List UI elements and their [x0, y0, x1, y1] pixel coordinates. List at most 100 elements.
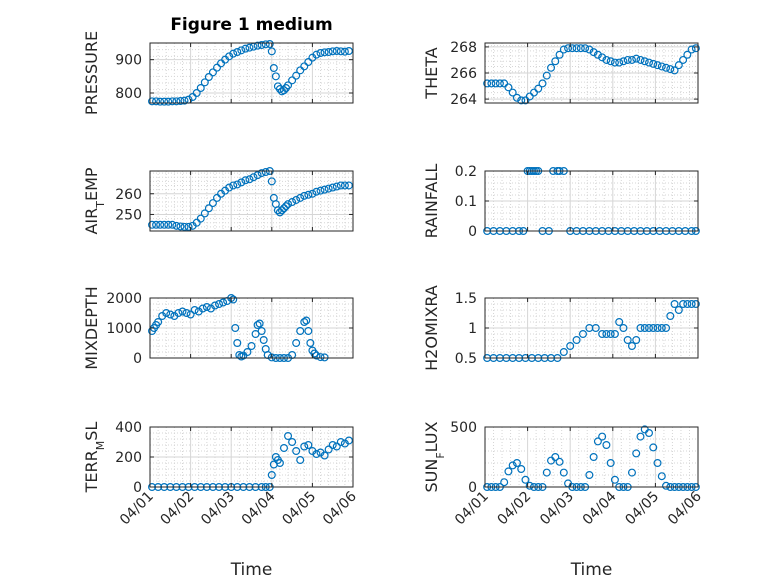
data-point: [267, 177, 276, 186]
data-point: [636, 324, 645, 333]
x-tick-label: 04/02: [495, 489, 535, 529]
data-point: [666, 65, 675, 74]
x-tick-label: 04/06: [665, 488, 705, 528]
data-point: [691, 44, 700, 53]
data-point: [640, 324, 649, 333]
data-point: [215, 300, 224, 309]
y-tick-label: 0.2: [455, 164, 477, 180]
data-point: [156, 220, 165, 229]
data-point: [302, 316, 311, 325]
data-point: [328, 441, 337, 450]
x-tick-label: 04/02: [158, 489, 198, 529]
data-point: [627, 468, 636, 477]
data-point: [649, 443, 658, 452]
data-point: [308, 189, 317, 198]
data-point: [316, 48, 325, 57]
data-point: [632, 449, 641, 458]
y-tick-label: 0: [468, 480, 477, 496]
data-point: [166, 310, 175, 319]
data-point: [184, 222, 193, 231]
data-point: [328, 183, 337, 192]
data-point: [320, 353, 329, 362]
data-point: [606, 459, 615, 468]
data-point: [598, 330, 607, 339]
axes-background: [485, 427, 698, 487]
data-point: [602, 441, 611, 450]
data-point: [487, 79, 496, 88]
data-point: [662, 324, 671, 333]
data-point: [517, 96, 526, 105]
subplot-2: 264 266 268 THETA: [422, 40, 700, 108]
data-point: [619, 57, 628, 66]
data-point: [247, 342, 256, 351]
data-point: [657, 62, 666, 71]
data-point: [495, 79, 504, 88]
data-point: [683, 300, 692, 309]
y-tick-label: 1: [468, 321, 477, 337]
data-point: [623, 55, 632, 64]
y-tick-label: 0: [468, 224, 477, 240]
data-point: [674, 61, 683, 70]
data-point: [212, 193, 221, 202]
data-point: [632, 336, 641, 345]
data-point: [578, 330, 587, 339]
data-point: [534, 84, 543, 93]
y-axis-label: RAINFALL: [422, 164, 441, 239]
data-point: [576, 44, 585, 53]
data-point: [196, 214, 205, 223]
data-point: [645, 324, 654, 333]
data-point: [328, 47, 337, 56]
axes-box: [149, 42, 354, 104]
data-point: [627, 55, 636, 64]
data-point: [190, 306, 199, 315]
data-point: [653, 324, 662, 333]
data-point: [257, 169, 266, 178]
chart-title: Figure 1 medium: [170, 15, 332, 35]
data-point: [602, 55, 611, 64]
axes-box: [149, 170, 354, 232]
subplot-3: 250 260 AIRTEMP: [82, 167, 354, 235]
y-tick-label: 0.5: [455, 351, 477, 367]
data-point: [521, 96, 530, 105]
data-point: [504, 83, 513, 92]
y-tick-label: 266: [450, 66, 477, 82]
x-axis-label: Time: [570, 560, 613, 580]
y-tick-label: 1000: [106, 321, 142, 337]
data-point: [172, 221, 181, 230]
data-point: [231, 324, 240, 333]
data-point: [267, 471, 276, 480]
data-point: [212, 63, 221, 72]
data-point: [204, 72, 213, 81]
data-point: [666, 312, 675, 321]
data-point: [542, 468, 551, 477]
data-point: [243, 348, 252, 357]
data-point: [162, 309, 171, 318]
data-point: [662, 481, 671, 490]
data-point: [593, 437, 602, 446]
data-point: [277, 206, 286, 215]
data-point: [615, 318, 624, 327]
data-point: [344, 181, 353, 190]
data-point: [679, 55, 688, 64]
data-point: [529, 88, 538, 97]
data-point: [324, 445, 333, 454]
data-point: [148, 97, 157, 106]
data-point: [320, 451, 329, 460]
data-point: [645, 58, 654, 67]
data-point: [336, 47, 345, 56]
data-point: [508, 461, 517, 470]
data-point: [312, 351, 321, 360]
x-tick-label: 04/06: [320, 488, 360, 528]
data-point: [284, 200, 293, 209]
data-point: [233, 339, 242, 348]
data-point: [233, 180, 242, 189]
data-point: [288, 76, 297, 85]
data-point: [657, 472, 666, 481]
data-point: [632, 54, 641, 63]
x-tick-label: 04/03: [537, 489, 577, 529]
data-point: [304, 57, 313, 66]
data-point: [204, 204, 213, 213]
